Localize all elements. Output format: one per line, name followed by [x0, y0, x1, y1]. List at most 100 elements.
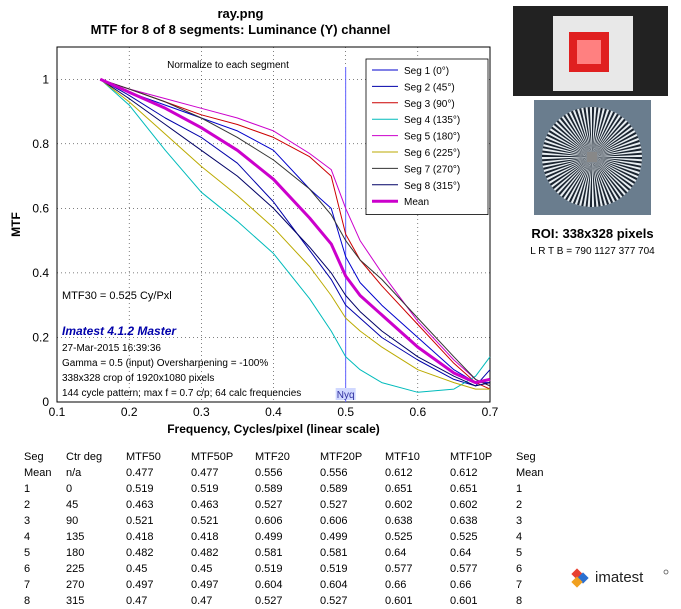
table-cell: 0.581	[320, 547, 348, 559]
table-cell: 0.64	[450, 547, 472, 559]
y-tick-label: 0.4	[32, 266, 49, 280]
table-cell: MTF20	[255, 451, 290, 463]
imatest-logo-icon	[571, 568, 589, 588]
table-cell: 0.556	[320, 467, 348, 479]
table-cell: 0.577	[385, 563, 413, 575]
table-cell: 0.651	[450, 483, 478, 495]
table-cell: 0.612	[450, 467, 478, 479]
legend-entry-2: Seg 2 (45°)	[404, 82, 455, 93]
legend-entry-6: Seg 6 (225°)	[404, 148, 460, 159]
table-cell: 0.47	[191, 595, 213, 607]
y-axis-label: MTF	[9, 212, 23, 237]
y-tick-label: 0.8	[32, 137, 49, 151]
table-cell: Seg	[24, 451, 44, 463]
series-line-1	[100, 78, 490, 384]
legend-entry-4: Seg 4 (135°)	[404, 115, 460, 126]
table-cell: 0.602	[385, 499, 413, 511]
table-cell: 0.519	[191, 483, 219, 495]
table-cell: 4	[516, 531, 523, 543]
table-cell: MTF10P	[450, 451, 493, 463]
table-cell: 0.651	[385, 483, 413, 495]
table-cell: 0.477	[191, 467, 219, 479]
table-cell: 0.521	[191, 515, 219, 527]
logo-text: imatest	[595, 569, 644, 586]
table-row: 4 135 0.418 0.418 0.499 0.499 0.525 0.525 4	[16, 529, 556, 545]
legend-entry-1: Seg 1 (0°)	[404, 66, 449, 77]
table-cell: 0.463	[191, 499, 219, 511]
table-row: 6 225 0.45 0.45 0.519 0.519 0.577 0.577 6	[16, 561, 556, 577]
series-line-9	[99, 77, 491, 385]
x-tick-label: 0.6	[409, 405, 426, 419]
x-tick-label: 0.5	[337, 405, 354, 419]
imatest-logo: imatest	[571, 565, 671, 589]
x-tick-label: 0.1	[49, 405, 66, 419]
table-cell: 0.521	[126, 515, 154, 527]
table-cell: 0.418	[191, 531, 219, 543]
table-cell: 4	[24, 531, 31, 543]
table-cell: 0.589	[255, 483, 283, 495]
table-cell: 270	[66, 579, 85, 591]
table-row: 1 0 0.519 0.519 0.589 0.589 0.651 0.651 1	[16, 481, 556, 497]
table-cell: 0.463	[126, 499, 154, 511]
table-cell: 5	[24, 547, 31, 559]
table-cell: 45	[66, 499, 79, 511]
table-row: 8 315 0.47 0.47 0.527 0.527 0.601 0.601 8	[16, 593, 556, 609]
table-cell: 90	[66, 515, 79, 527]
table-cell: 0	[66, 483, 73, 495]
x-axis-label: Frequency, Cycles/pixel (linear scale)	[167, 422, 380, 436]
table-cell: 0.47	[126, 595, 148, 607]
table-cell: 0.604	[320, 579, 348, 591]
timestamp-text: 27-Mar-2015 16:39:36	[62, 343, 161, 354]
full-image-thumbnail	[513, 6, 668, 96]
legend-entry-3: Seg 3 (90°)	[404, 99, 455, 110]
table-cell: 0.66	[450, 579, 472, 591]
table-cell: 2	[24, 499, 31, 511]
table-cell: 0.601	[450, 595, 478, 607]
table-cell: 0.527	[320, 595, 348, 607]
table-row: 7 270 0.497 0.497 0.604 0.604 0.66 0.66 7	[16, 577, 556, 593]
table-cell: 7	[24, 579, 31, 591]
mtf-chart: 0.1 0.2 0.3 0.4 0.5 0.6 0.7 0 0.2 0.4 0.6 0.8 1 Frequ…	[9, 46, 499, 436]
table-cell: Ctr deg	[66, 451, 103, 463]
table-cell: 1	[24, 483, 31, 495]
series-line-3	[100, 78, 491, 390]
table-cell: 0.589	[320, 483, 348, 495]
table-cell: 0.527	[255, 499, 283, 511]
mtf30-text: MTF30 = 0.525 Cy/Pxl	[62, 290, 172, 302]
table-cell: 3	[24, 515, 31, 527]
table-cell: 0.601	[385, 595, 413, 607]
table-cell: 315	[66, 595, 85, 607]
table-cell: 0.519	[126, 483, 154, 495]
series-line-8	[100, 78, 491, 387]
table-cell: 2	[516, 499, 523, 511]
table-cell: 8	[24, 595, 31, 607]
table-cell: 0.525	[385, 531, 413, 543]
table-cell: 0.64	[385, 547, 407, 559]
pattern-text: 144 cycle pattern; max f = 0.7 c/p; 64 c…	[62, 388, 301, 399]
table-cell: 0.527	[255, 595, 283, 607]
x-tick-label: 0.2	[121, 405, 138, 419]
series-line-7	[100, 78, 491, 387]
table-cell: 135	[66, 531, 85, 543]
table-cell: 0.482	[126, 547, 154, 559]
table-row: 5 180 0.482 0.482 0.581 0.581 0.64 0.64 5	[16, 545, 556, 561]
chart-title: MTF for 8 of 8 segments: Luminance (Y) c…	[90, 22, 391, 37]
table-cell: 0.606	[320, 515, 348, 527]
imatest-version: Imatest 4.1.2 Master	[62, 324, 177, 338]
table-cell: 0.497	[191, 579, 219, 591]
results-table: Seg Ctr deg MTF50 MTF50P MTF20 MTF20P MTF10 MTF…	[16, 449, 556, 609]
table-cell: 0.418	[126, 531, 154, 543]
table-header-row: Seg Ctr deg MTF50 MTF50P MTF20 MTF20P MTF10 MTF…	[16, 449, 556, 465]
file-title: ray.png	[217, 6, 264, 21]
table-cell: 0.66	[385, 579, 407, 591]
table-cell: 0.638	[450, 515, 478, 527]
table-cell: n/a	[66, 467, 82, 479]
table-cell: 0.482	[191, 547, 219, 559]
table-cell: 5	[516, 547, 523, 559]
series-line-2	[100, 78, 491, 387]
nyquist-label-bg	[335, 388, 356, 400]
table-cell: 225	[66, 563, 85, 575]
table-cell: 0.525	[450, 531, 478, 543]
table-row: 3 90 0.521 0.521 0.606 0.606 0.638 0.638 3	[16, 513, 556, 529]
table-cell: 7	[516, 579, 523, 591]
